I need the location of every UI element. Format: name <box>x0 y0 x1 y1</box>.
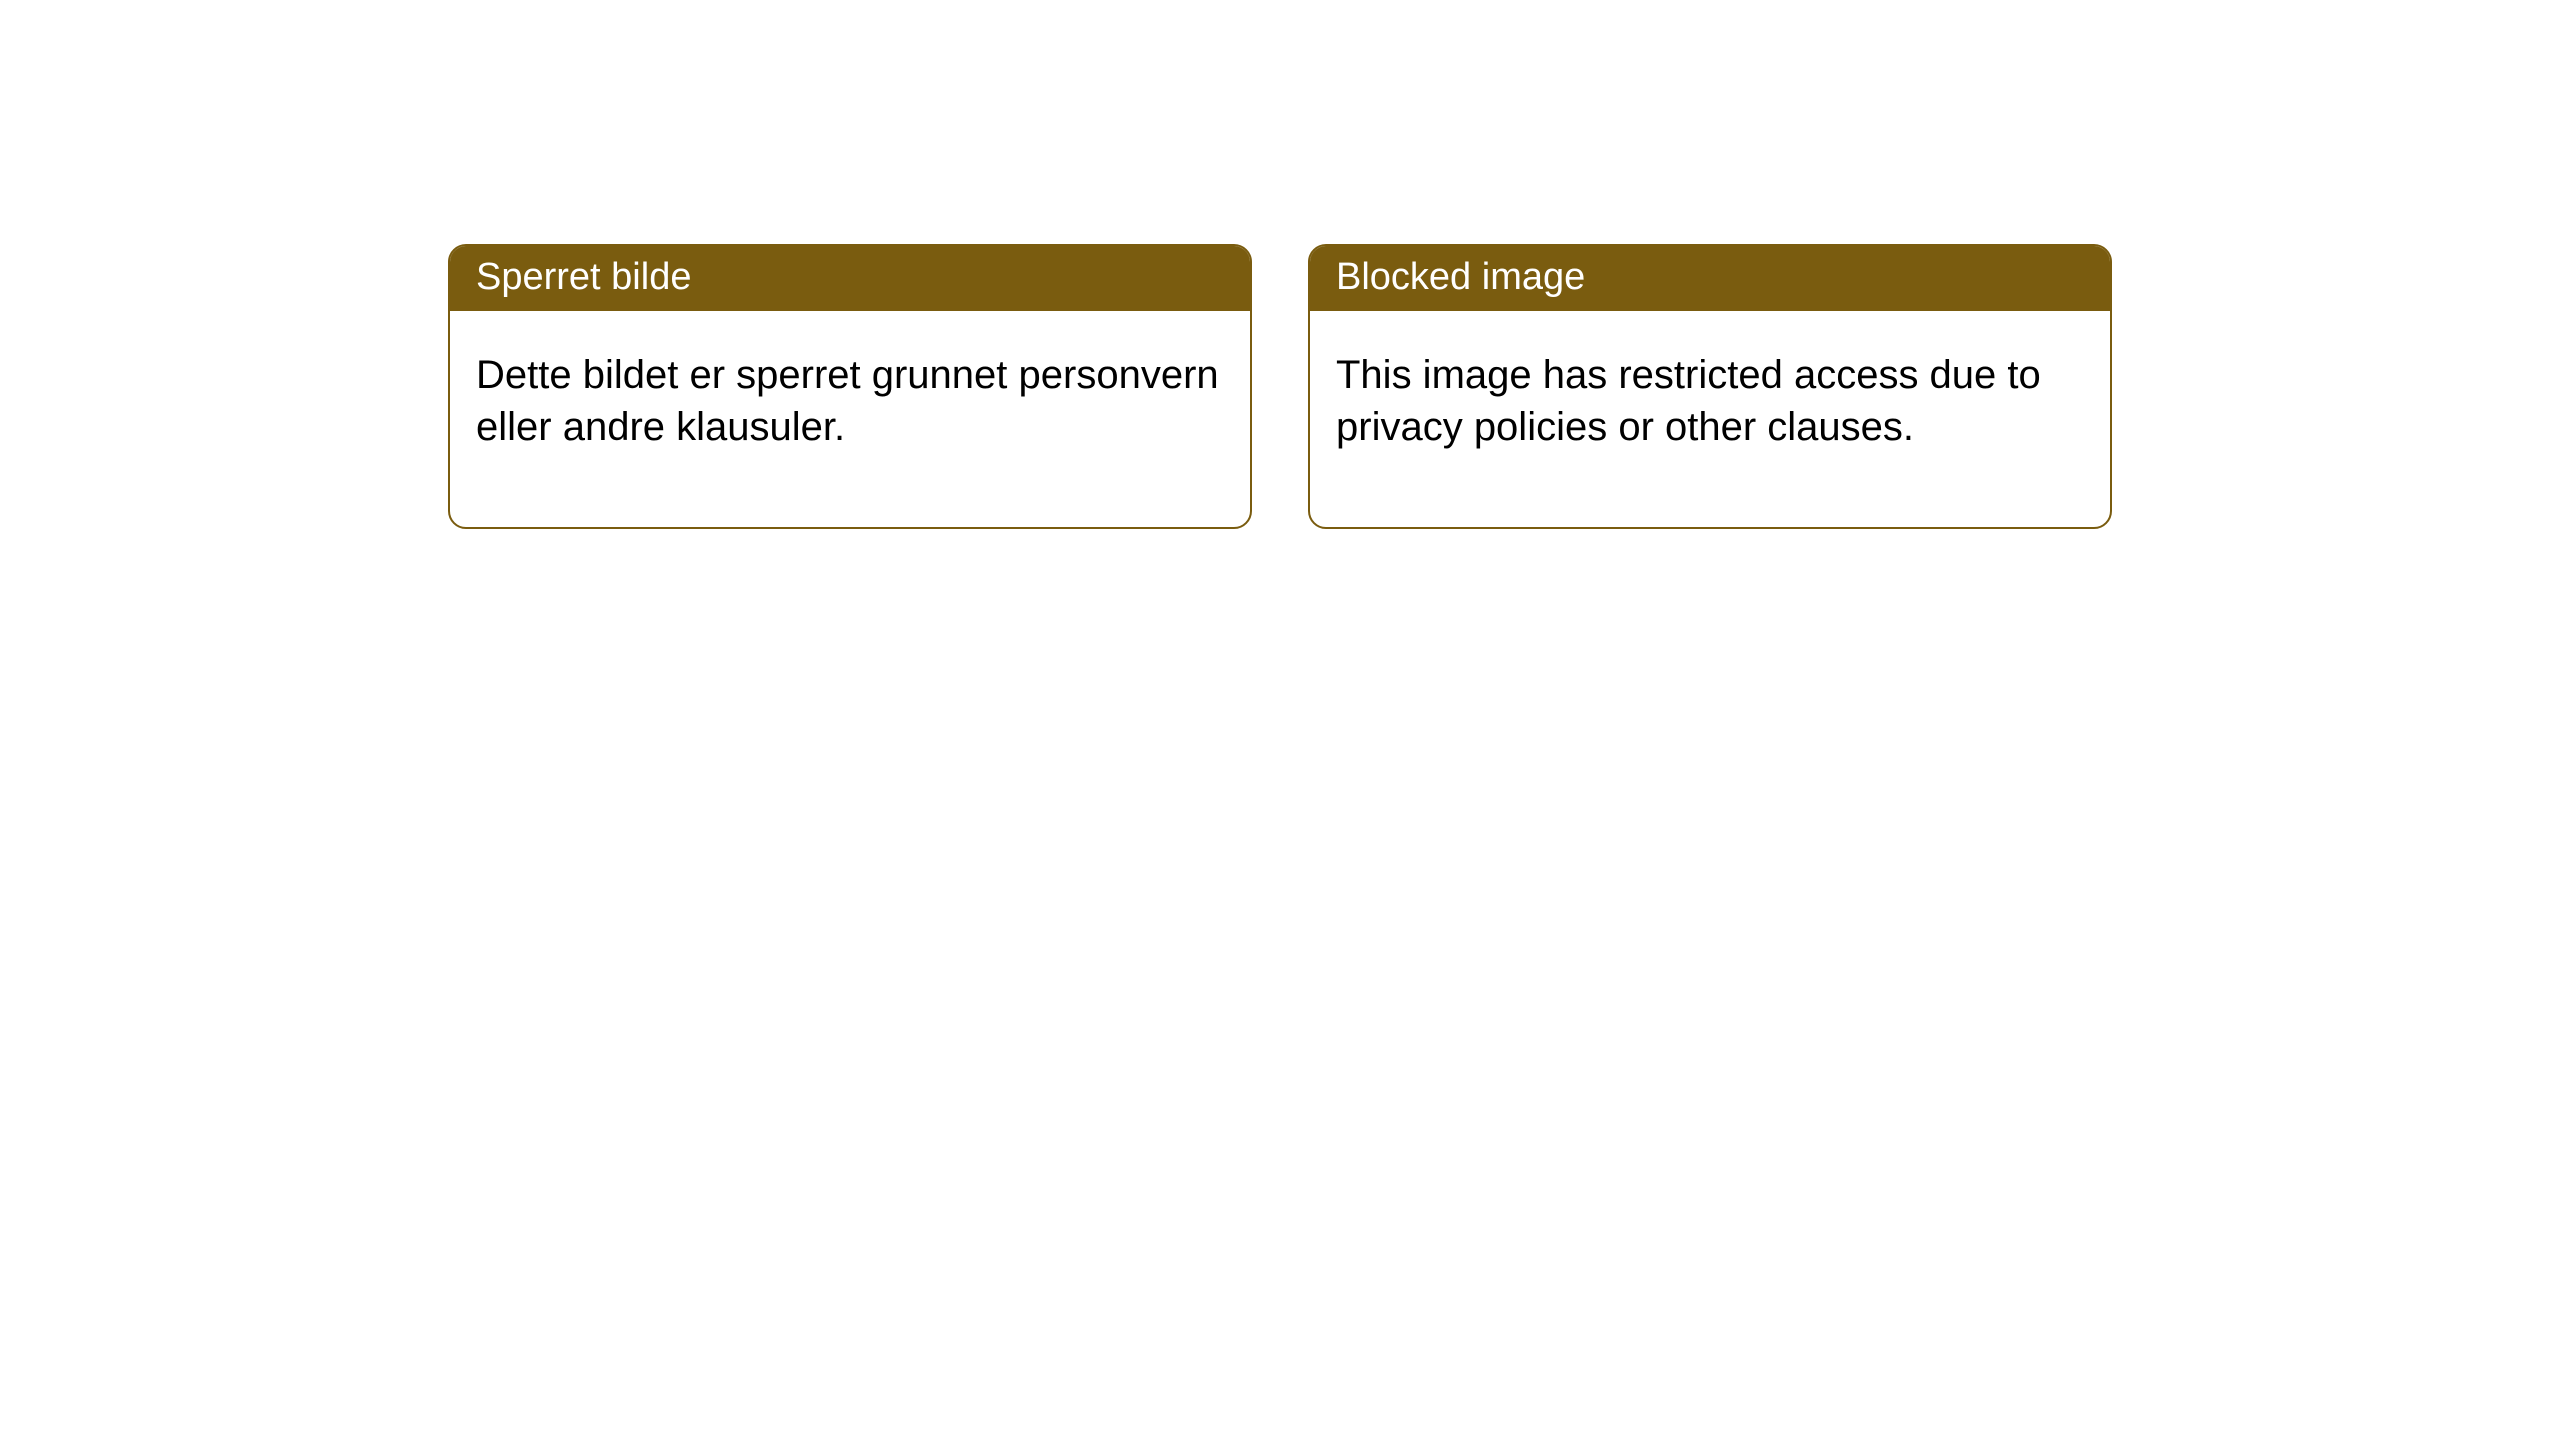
notice-message-norwegian: Dette bildet er sperret grunnet personve… <box>450 311 1250 527</box>
notice-title-norwegian: Sperret bilde <box>450 246 1250 311</box>
notice-title-english: Blocked image <box>1310 246 2110 311</box>
notice-message-english: This image has restricted access due to … <box>1310 311 2110 527</box>
blocked-image-notices: Sperret bilde Dette bildet er sperret gr… <box>448 244 2112 529</box>
notice-card-english: Blocked image This image has restricted … <box>1308 244 2112 529</box>
notice-card-norwegian: Sperret bilde Dette bildet er sperret gr… <box>448 244 1252 529</box>
